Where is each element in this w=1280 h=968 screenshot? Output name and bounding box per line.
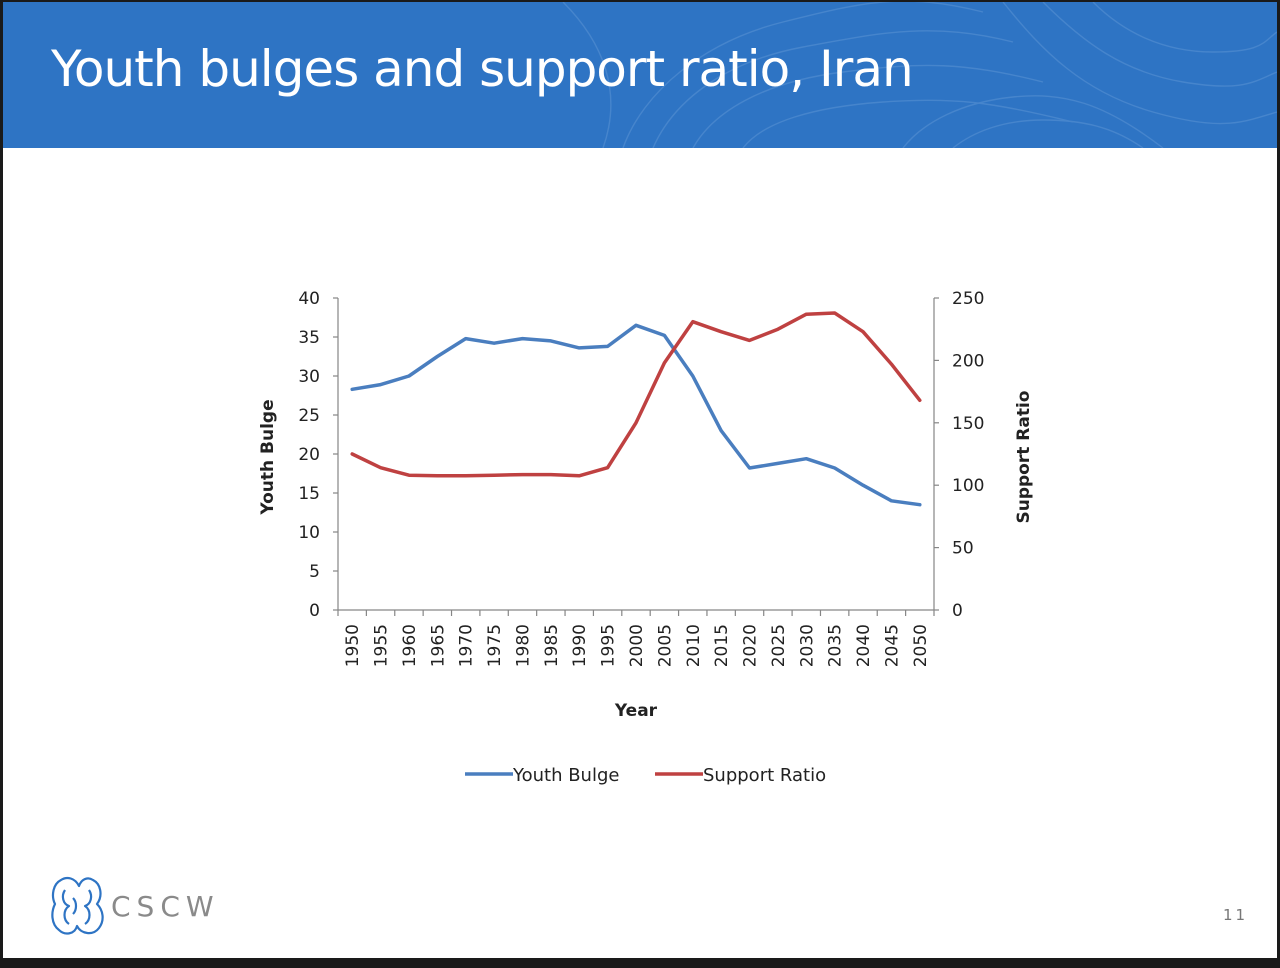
x-tick-label: 1955 [372, 624, 392, 667]
x-tick-label: 2050 [911, 624, 931, 667]
left-tick-label: 15 [298, 484, 320, 504]
right-tick-label: 100 [952, 476, 984, 496]
x-tick-label: 2020 [741, 624, 761, 667]
x-tick-label: 2030 [797, 624, 817, 667]
support-ratio-series-line [350, 311, 922, 478]
x-tick-label: 2035 [826, 624, 846, 667]
right-tick-label: 50 [952, 539, 974, 559]
youth-bulge-series-line [350, 323, 922, 507]
left-tick-label: 5 [309, 562, 320, 582]
left-axis-title: Youth Bulge [258, 399, 278, 515]
x-tick-label: 1985 [542, 624, 562, 667]
x-tick-label: 1960 [400, 624, 420, 667]
slide: Youth bulges and support ratio, Iran 0 5 1… [3, 2, 1277, 958]
x-tick-label: 1975 [485, 624, 505, 667]
cscw-logo-mark [51, 876, 104, 935]
right-tick-label: 200 [952, 351, 984, 371]
x-tick-label: 2005 [655, 624, 675, 667]
x-tick-label: 1980 [513, 624, 533, 667]
x-tick-label: 1995 [599, 624, 619, 667]
left-tick-label: 25 [298, 406, 320, 426]
logo-text: CSCW [111, 890, 220, 923]
x-tick-label: 2000 [627, 624, 647, 667]
legend-label-support-ratio: Support Ratio [703, 765, 826, 786]
left-tick-label: 40 [298, 289, 320, 309]
left-tick-label: 10 [298, 523, 320, 543]
x-tick-label: 2040 [854, 624, 874, 667]
x-tick-label: 2025 [769, 624, 789, 667]
left-tick-label: 30 [298, 367, 320, 387]
right-tick-label: 250 [952, 289, 984, 309]
x-tick-label: 2010 [684, 624, 704, 667]
cscw-logo: CSCW [47, 870, 217, 942]
right-tick-label: 0 [952, 601, 963, 621]
left-tick-label: 35 [298, 328, 320, 348]
x-tick-label: 1950 [343, 624, 363, 667]
slide-title: Youth bulges and support ratio, Iran [51, 40, 914, 98]
x-tick-label: 2045 [882, 624, 902, 667]
title-bar: Youth bulges and support ratio, Iran [3, 2, 1277, 148]
x-tick-label: 1990 [570, 624, 590, 667]
right-axis-title: Support Ratio [1014, 391, 1034, 524]
x-tick-label: 1965 [428, 624, 448, 667]
right-tick-label: 150 [952, 414, 984, 434]
left-tick-label: 20 [298, 445, 320, 465]
x-tick-label: 1970 [457, 624, 477, 667]
page-number: 11 [1223, 906, 1249, 924]
left-tick-label: 0 [309, 601, 320, 621]
legend-label-youth-bulge: Youth Bulge [512, 765, 619, 786]
x-tick-label: 2015 [712, 624, 732, 667]
decorative-swirl-pattern [562, 2, 1277, 148]
x-axis-title: Year [614, 701, 658, 721]
